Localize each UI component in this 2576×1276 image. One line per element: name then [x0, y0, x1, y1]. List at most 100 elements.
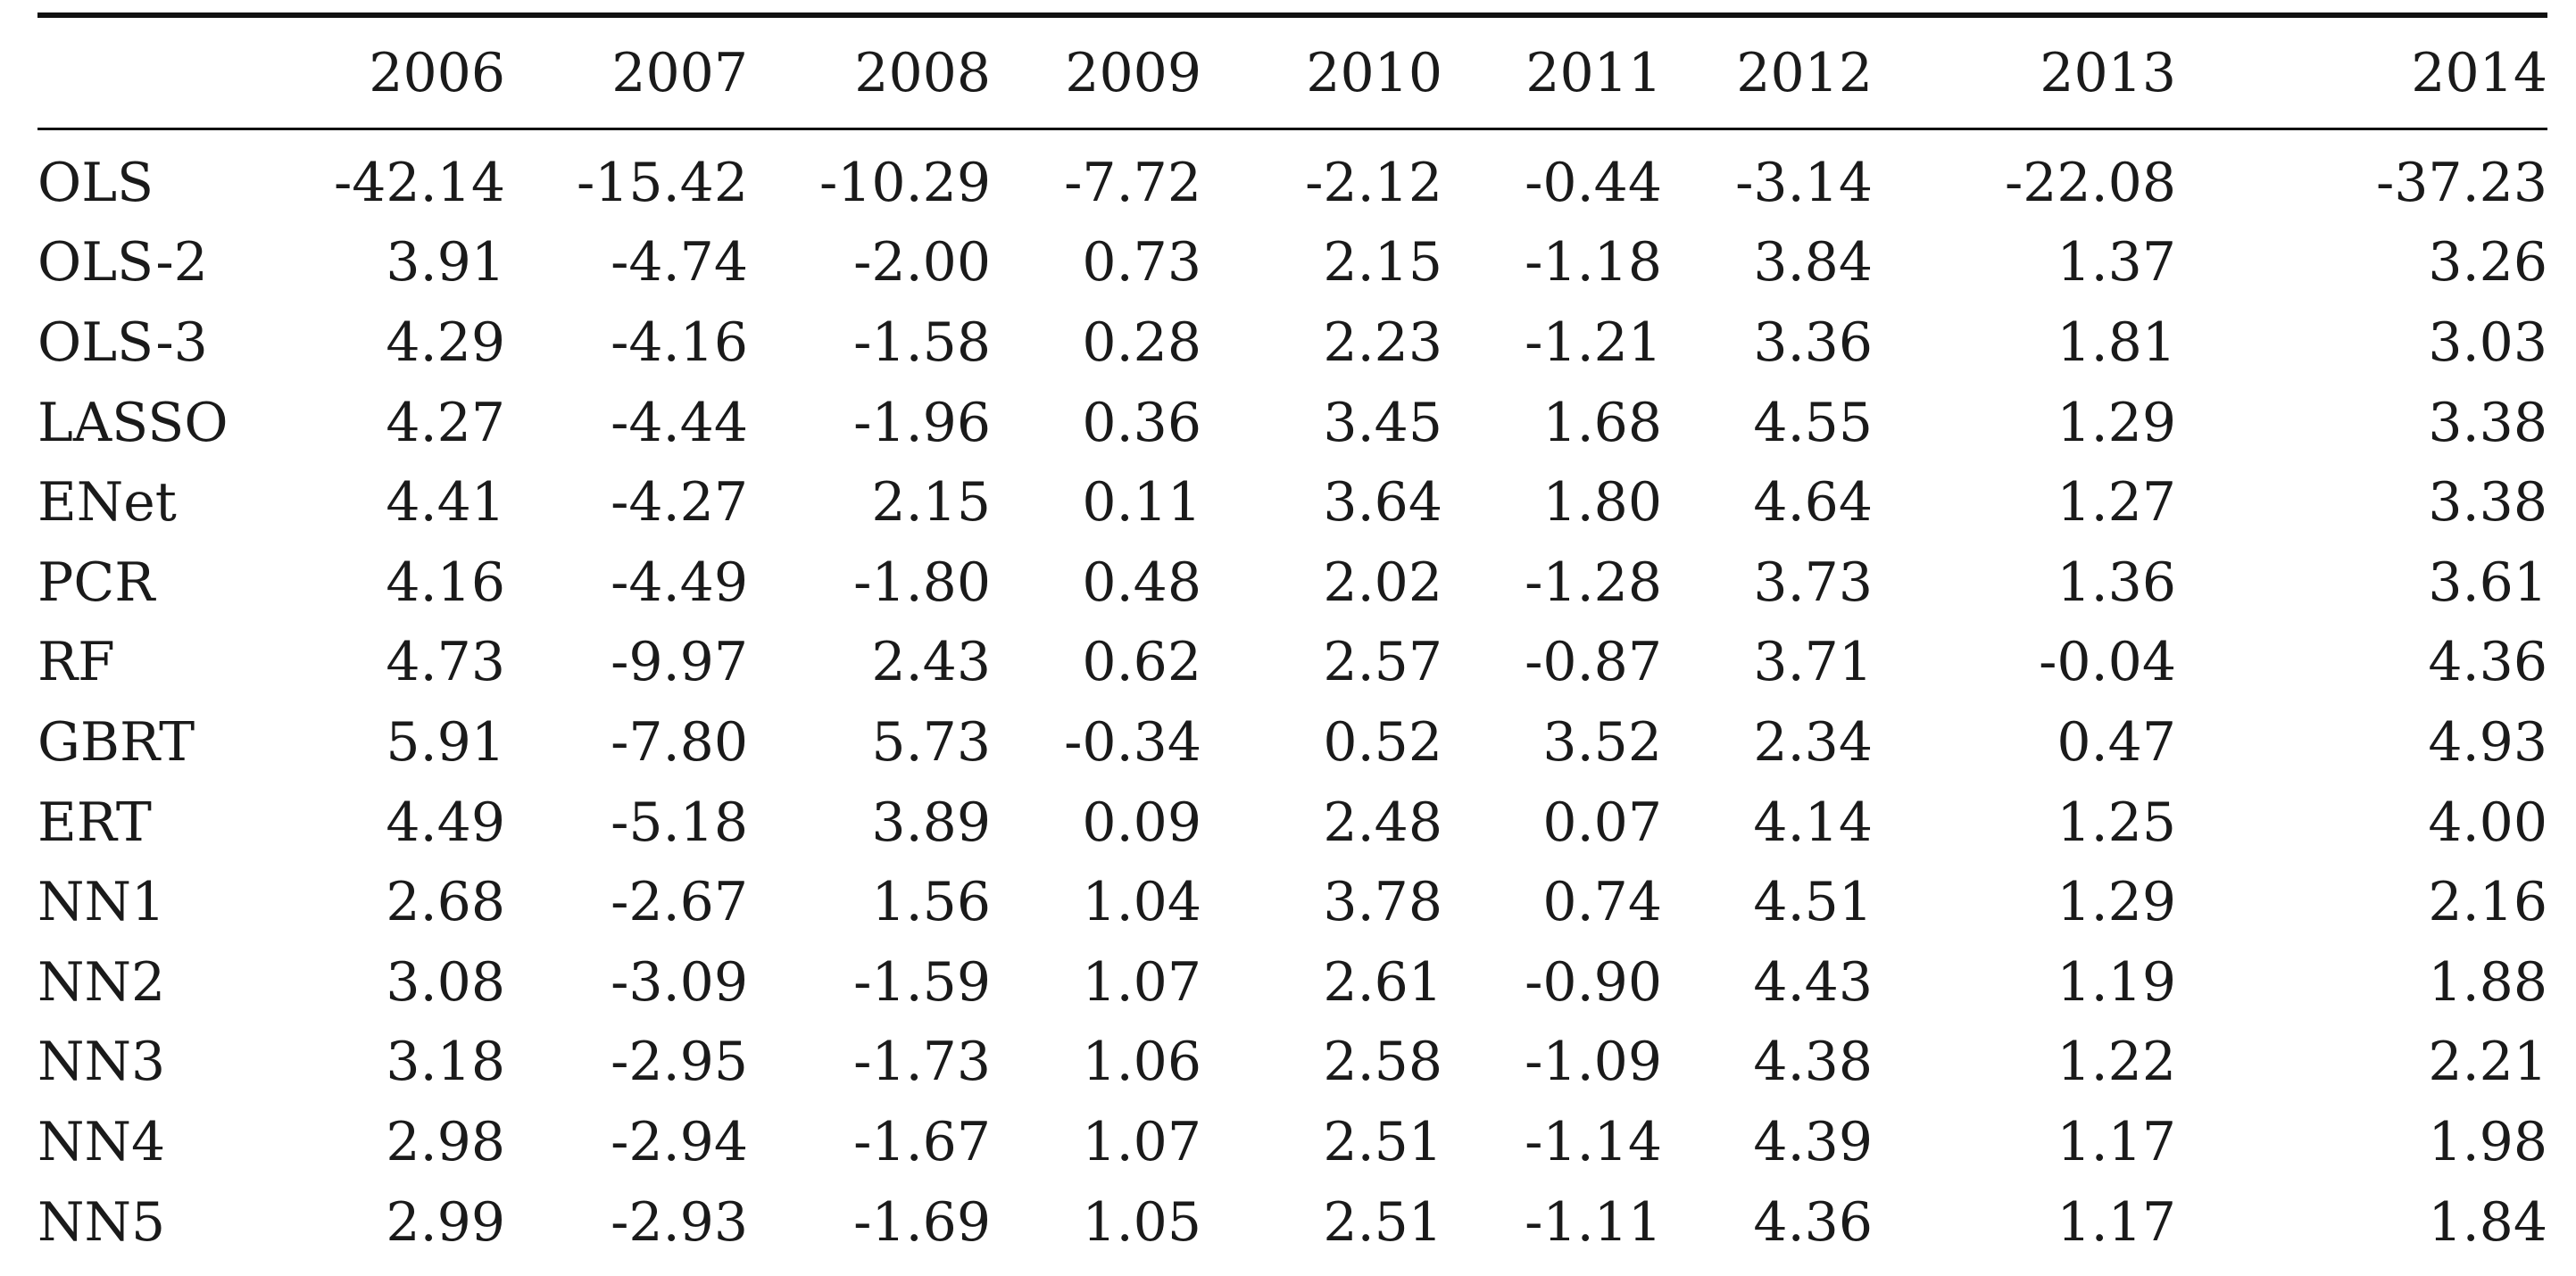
table-cell: 4.29 [386, 311, 505, 374]
table-cell: 2.57 [1323, 631, 1442, 694]
table-cell: 1.04 [1082, 871, 1201, 934]
table-cell: 4.36 [2428, 631, 2547, 694]
table-cell: -7.72 [1064, 151, 1201, 214]
table-cell: 3.61 [2428, 551, 2547, 614]
table-cell: -7.80 [611, 710, 748, 774]
table-row: NN2 3.08 -3.09 -1.59 1.07 2.61 -0.90 4.43 1.19 1.… [37, 942, 2547, 1023]
table-cell: -0.87 [1525, 631, 1662, 694]
table-cell: 0.74 [1542, 871, 1662, 934]
row-label: NN4 [37, 1110, 166, 1173]
table-cell: -2.12 [1305, 151, 1442, 214]
table-cell: 1.98 [2428, 1110, 2547, 1173]
table-cell: 1.84 [2428, 1190, 2547, 1254]
table-cell: -2.93 [611, 1190, 748, 1254]
table-header: 2006 2007 2008 2009 2010 2011 2012 2013 2014 [37, 15, 2547, 129]
row-label: NN1 [37, 871, 166, 934]
table-cell: 2.16 [2428, 871, 2547, 934]
header-row: 2006 2007 2008 2009 2010 2011 2012 2013 2014 [37, 15, 2547, 129]
table-row: LASSO 4.27 -4.44 -1.96 0.36 3.45 1.68 4.55 1.29 3… [37, 383, 2547, 463]
table-cell: 1.25 [2057, 791, 2176, 854]
table-cell: -0.90 [1525, 950, 1662, 1014]
column-header: 2014 [2411, 41, 2547, 104]
table-cell: -1.67 [853, 1110, 991, 1173]
column-header: 2010 [1306, 41, 1442, 104]
table-cell: -22.08 [2004, 151, 2176, 214]
table-cell: 3.91 [386, 231, 505, 294]
table-cell: 2.15 [871, 471, 991, 534]
table-cell: 1.22 [2057, 1031, 2176, 1094]
table-cell: 1.36 [2057, 551, 2176, 614]
table-cell: 3.45 [1323, 391, 1442, 454]
table-cell: -3.14 [1735, 151, 1873, 214]
table-cell: -37.23 [2375, 151, 2547, 214]
row-label: LASSO [37, 391, 229, 454]
table-cell: 4.00 [2428, 791, 2547, 854]
table-cell: 2.15 [1323, 231, 1442, 294]
table-cell: -1.14 [1525, 1110, 1662, 1173]
table-cell: -4.27 [611, 471, 748, 534]
table-cell: 2.68 [386, 871, 505, 934]
row-label: ERT [37, 791, 152, 854]
table-cell: -3.09 [611, 950, 748, 1014]
table-cell: -1.09 [1525, 1031, 1662, 1094]
table-cell: -2.95 [611, 1031, 748, 1094]
table-cell: 3.36 [1753, 311, 1873, 374]
table-cell: -2.94 [611, 1110, 748, 1173]
table-row: ENet 4.41 -4.27 2.15 0.11 3.64 1.80 4.64 1.27 3.3… [37, 462, 2547, 543]
table-cell: -42.14 [333, 151, 505, 214]
table-cell: -15.42 [576, 151, 748, 214]
table-cell: 4.93 [2428, 710, 2547, 774]
table-cell: 1.06 [1082, 1031, 1201, 1094]
row-label: NN5 [37, 1190, 166, 1254]
row-label: GBRT [37, 710, 195, 774]
table-cell: 1.88 [2428, 950, 2547, 1014]
table-row: RF 4.73 -9.97 2.43 0.62 2.57 -0.87 3.71 -0.04 4.3… [37, 623, 2547, 703]
table-row: ERT 4.49 -5.18 3.89 0.09 2.48 0.07 4.14 1.25 4.00 [37, 783, 2547, 863]
table-cell: -1.11 [1525, 1190, 1662, 1254]
table-cell: 2.61 [1323, 950, 1442, 1014]
table-cell: 0.73 [1082, 231, 1201, 294]
table-cell: -2.67 [611, 871, 748, 934]
table-cell: 3.52 [1542, 710, 1662, 774]
table-cell: -1.21 [1525, 311, 1662, 374]
table-cell: 4.36 [1753, 1190, 1873, 1254]
table-cell: 4.55 [1753, 391, 1873, 454]
column-header: 2007 [611, 41, 748, 104]
row-label: PCR [37, 551, 155, 614]
table-cell: 0.11 [1082, 471, 1201, 534]
table-cell: -4.49 [611, 551, 748, 614]
table-cell: 3.78 [1323, 871, 1442, 934]
table-cell: -1.59 [853, 950, 991, 1014]
table-cell: -1.69 [853, 1190, 991, 1254]
table-cell: 0.48 [1082, 551, 1201, 614]
table-cell: 2.21 [2428, 1031, 2547, 1094]
row-label: ENet [37, 471, 177, 534]
results-table-container: 2006 2007 2008 2009 2010 2011 2012 2013 2014 OLS… [37, 12, 2547, 1262]
table-cell: 4.43 [1753, 950, 1873, 1014]
table-cell: 5.91 [386, 710, 505, 774]
table-cell: -5.18 [611, 791, 748, 854]
table-row: NN1 2.68 -2.67 1.56 1.04 3.78 0.74 4.51 1.29 2.16 [37, 862, 2547, 942]
column-header: 2012 [1736, 41, 1873, 104]
table-cell: 3.38 [2428, 391, 2547, 454]
table-cell: -1.58 [853, 311, 991, 374]
row-label: NN3 [37, 1031, 166, 1094]
row-label: OLS-2 [37, 231, 208, 294]
table-cell: 3.64 [1323, 471, 1442, 534]
table-cell: -1.80 [853, 551, 991, 614]
column-header: 2006 [369, 41, 505, 104]
table-cell: 5.73 [871, 710, 991, 774]
table-cell: 1.05 [1082, 1190, 1201, 1254]
table-cell: 3.71 [1753, 631, 1873, 694]
table-cell: 1.07 [1082, 1110, 1201, 1173]
table-row: NN5 2.99 -2.93 -1.69 1.05 2.51 -1.11 4.36 1.17 1.… [37, 1182, 2547, 1263]
table-cell: 2.51 [1323, 1110, 1442, 1173]
table-cell: -4.44 [611, 391, 748, 454]
table-cell: 4.49 [386, 791, 505, 854]
table-row: GBRT 5.91 -7.80 5.73 -0.34 0.52 3.52 2.34 0.47 4.… [37, 702, 2547, 783]
table-cell: 4.51 [1753, 871, 1873, 934]
table-cell: 0.47 [2057, 710, 2176, 774]
table-cell: 3.08 [386, 950, 505, 1014]
table-cell: 4.41 [386, 471, 505, 534]
table-cell: -1.18 [1525, 231, 1662, 294]
